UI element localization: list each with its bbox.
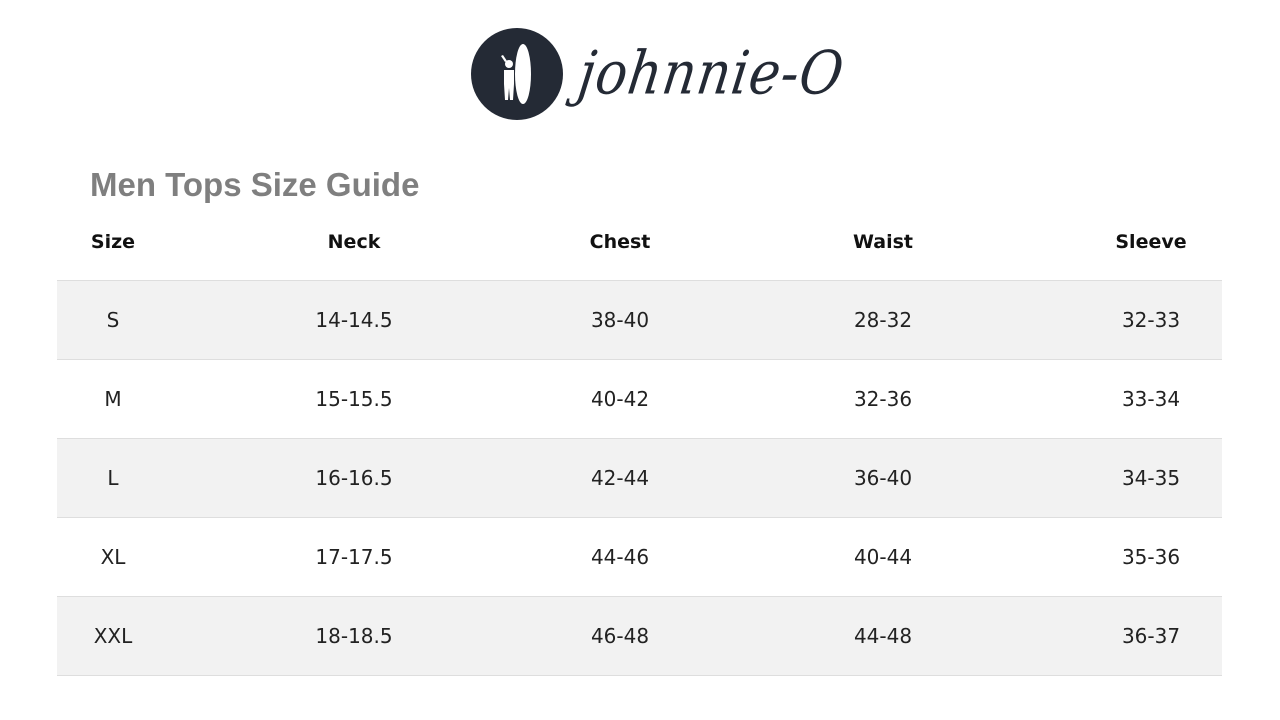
cell-chest: 38-40 — [590, 308, 650, 332]
cell-chest: 44-46 — [590, 545, 650, 569]
cell-sleeve: 35-36 — [1121, 545, 1181, 569]
header-neck: Neck — [327, 231, 381, 253]
cell-chest: 42-44 — [590, 466, 650, 490]
brand-wordmark: johnnie-O — [574, 39, 849, 109]
cell-waist: 28-32 — [853, 308, 913, 332]
cell-size: S — [106, 308, 120, 332]
cell-size: L — [107, 466, 119, 490]
cell-waist: 36-40 — [853, 466, 913, 490]
cell-neck: 14-14.5 — [315, 308, 393, 332]
cell-size: XL — [100, 545, 126, 569]
cell-chest: 40-42 — [590, 387, 650, 411]
page-title: Men Tops Size Guide — [90, 166, 420, 203]
surfer-logo-icon — [471, 28, 563, 120]
cell-waist: 44-48 — [853, 624, 913, 648]
table-header-row: Size Neck Chest Waist Sleeve — [57, 222, 1222, 281]
cell-neck: 15-15.5 — [315, 387, 393, 411]
cell-sleeve: 32-33 — [1121, 308, 1181, 332]
cell-size: M — [104, 387, 122, 411]
header-size: Size — [90, 231, 136, 253]
cell-sleeve: 33-34 — [1121, 387, 1181, 411]
table-row: L 16-16.5 42-44 36-40 34-35 — [57, 439, 1222, 518]
header-sleeve: Sleeve — [1115, 231, 1187, 253]
header-waist: Waist — [852, 231, 914, 253]
cell-sleeve: 36-37 — [1121, 624, 1181, 648]
table-row: S 14-14.5 38-40 28-32 32-33 — [57, 281, 1222, 360]
cell-sleeve: 34-35 — [1121, 466, 1181, 490]
cell-neck: 18-18.5 — [315, 624, 393, 648]
cell-waist: 32-36 — [853, 387, 913, 411]
cell-neck: 17-17.5 — [315, 545, 393, 569]
table-row: XL 17-17.5 44-46 40-44 35-36 — [57, 518, 1222, 597]
brand-logo: johnnie-O — [471, 27, 848, 121]
table-row: XXL 18-18.5 46-48 44-48 36-37 — [57, 597, 1222, 676]
cell-size: XXL — [93, 624, 133, 648]
header-chest: Chest — [589, 231, 651, 253]
cell-chest: 46-48 — [590, 624, 650, 648]
cell-waist: 40-44 — [853, 545, 913, 569]
size-table: Size Neck Chest Waist Sleeve S 14-14.5 3… — [57, 222, 1222, 676]
table-row: M 15-15.5 40-42 32-36 33-34 — [57, 360, 1222, 439]
cell-neck: 16-16.5 — [315, 466, 393, 490]
